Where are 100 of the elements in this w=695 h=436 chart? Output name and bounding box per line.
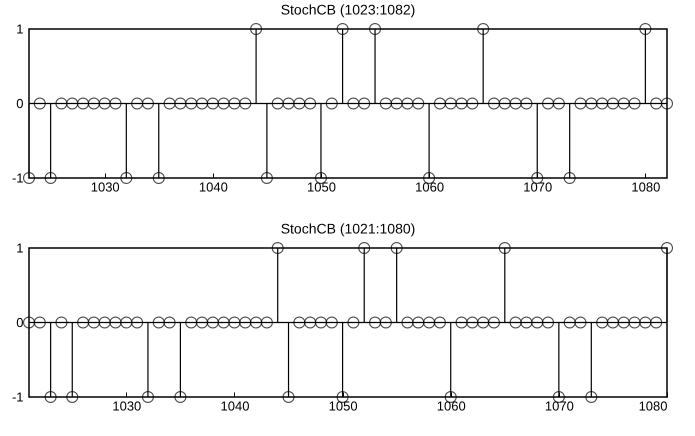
chart-title: StochCB (1023:1082) xyxy=(280,1,416,18)
point xyxy=(466,97,478,110)
point xyxy=(336,22,349,36)
point xyxy=(552,97,565,110)
y-tick-label: 1 xyxy=(16,22,24,36)
point xyxy=(326,97,338,110)
point xyxy=(131,316,144,329)
point xyxy=(55,316,68,329)
x-tick-label: 1030 xyxy=(112,398,142,414)
point xyxy=(650,97,662,110)
point xyxy=(510,97,522,110)
point xyxy=(218,97,230,110)
point xyxy=(488,97,500,110)
x-tick-label: 1050 xyxy=(307,180,336,194)
point xyxy=(293,97,306,110)
point xyxy=(390,242,403,254)
point xyxy=(444,97,457,110)
point xyxy=(401,97,414,110)
point xyxy=(412,97,424,110)
x-tick-label: 1040 xyxy=(220,398,250,414)
point xyxy=(347,316,360,329)
point xyxy=(401,316,414,329)
point xyxy=(596,97,608,110)
point xyxy=(98,97,111,110)
point xyxy=(618,97,630,110)
point xyxy=(660,97,674,110)
point xyxy=(120,172,132,184)
point xyxy=(542,316,554,329)
point xyxy=(34,316,46,329)
point xyxy=(510,316,522,329)
point xyxy=(477,22,490,36)
point xyxy=(390,97,403,110)
point xyxy=(109,316,122,329)
x-tick-label: 1070 xyxy=(544,398,574,414)
point xyxy=(120,316,132,329)
point xyxy=(585,390,598,404)
point xyxy=(77,316,90,329)
y-tick-label: 1 xyxy=(16,240,24,256)
point xyxy=(574,316,587,329)
point xyxy=(456,97,468,110)
point xyxy=(412,316,424,329)
point xyxy=(293,316,306,329)
point xyxy=(196,316,208,329)
point xyxy=(369,316,382,329)
point xyxy=(520,97,532,110)
point xyxy=(466,316,478,329)
point xyxy=(628,97,641,110)
point xyxy=(326,316,338,329)
point xyxy=(639,22,652,36)
point xyxy=(22,172,36,184)
point xyxy=(564,172,576,184)
x-tick-label: 1050 xyxy=(328,398,358,414)
point xyxy=(174,390,186,404)
point xyxy=(347,97,360,110)
point xyxy=(196,97,208,110)
chart-title: StochCB (1021:1080) xyxy=(280,220,416,236)
point xyxy=(152,316,165,329)
point xyxy=(477,316,490,329)
point xyxy=(542,97,554,110)
point xyxy=(109,97,122,110)
point xyxy=(423,316,436,329)
point xyxy=(206,97,219,110)
x-tick-label: 1060 xyxy=(415,180,444,194)
point xyxy=(228,316,240,329)
point xyxy=(434,316,446,329)
point xyxy=(272,97,284,110)
y-tick-label: -1 xyxy=(12,170,24,186)
point xyxy=(77,97,90,110)
point xyxy=(369,22,382,36)
point xyxy=(304,316,316,329)
point xyxy=(639,316,652,329)
point xyxy=(574,97,587,110)
point xyxy=(358,242,370,254)
point xyxy=(55,97,68,110)
point xyxy=(606,316,619,329)
point xyxy=(228,97,240,110)
point xyxy=(272,242,284,254)
point xyxy=(218,316,230,329)
x-tick-label: 1040 xyxy=(198,180,228,194)
point xyxy=(250,22,262,36)
x-tick-label: 1070 xyxy=(523,180,552,194)
point xyxy=(304,97,316,110)
point xyxy=(520,316,532,329)
point xyxy=(239,316,252,329)
point xyxy=(628,316,641,329)
point xyxy=(88,316,100,329)
point xyxy=(66,97,78,110)
point xyxy=(22,316,36,329)
point xyxy=(66,390,78,404)
point xyxy=(498,97,511,110)
y-tick-label: 0 xyxy=(16,315,24,330)
point xyxy=(164,97,176,110)
point xyxy=(206,316,219,329)
point xyxy=(152,172,165,184)
point xyxy=(282,390,295,404)
x-tick-label: 1030 xyxy=(90,180,120,194)
point xyxy=(34,97,46,110)
point xyxy=(380,97,392,110)
point xyxy=(260,172,273,184)
x-tick-label: 1080 xyxy=(631,180,660,194)
